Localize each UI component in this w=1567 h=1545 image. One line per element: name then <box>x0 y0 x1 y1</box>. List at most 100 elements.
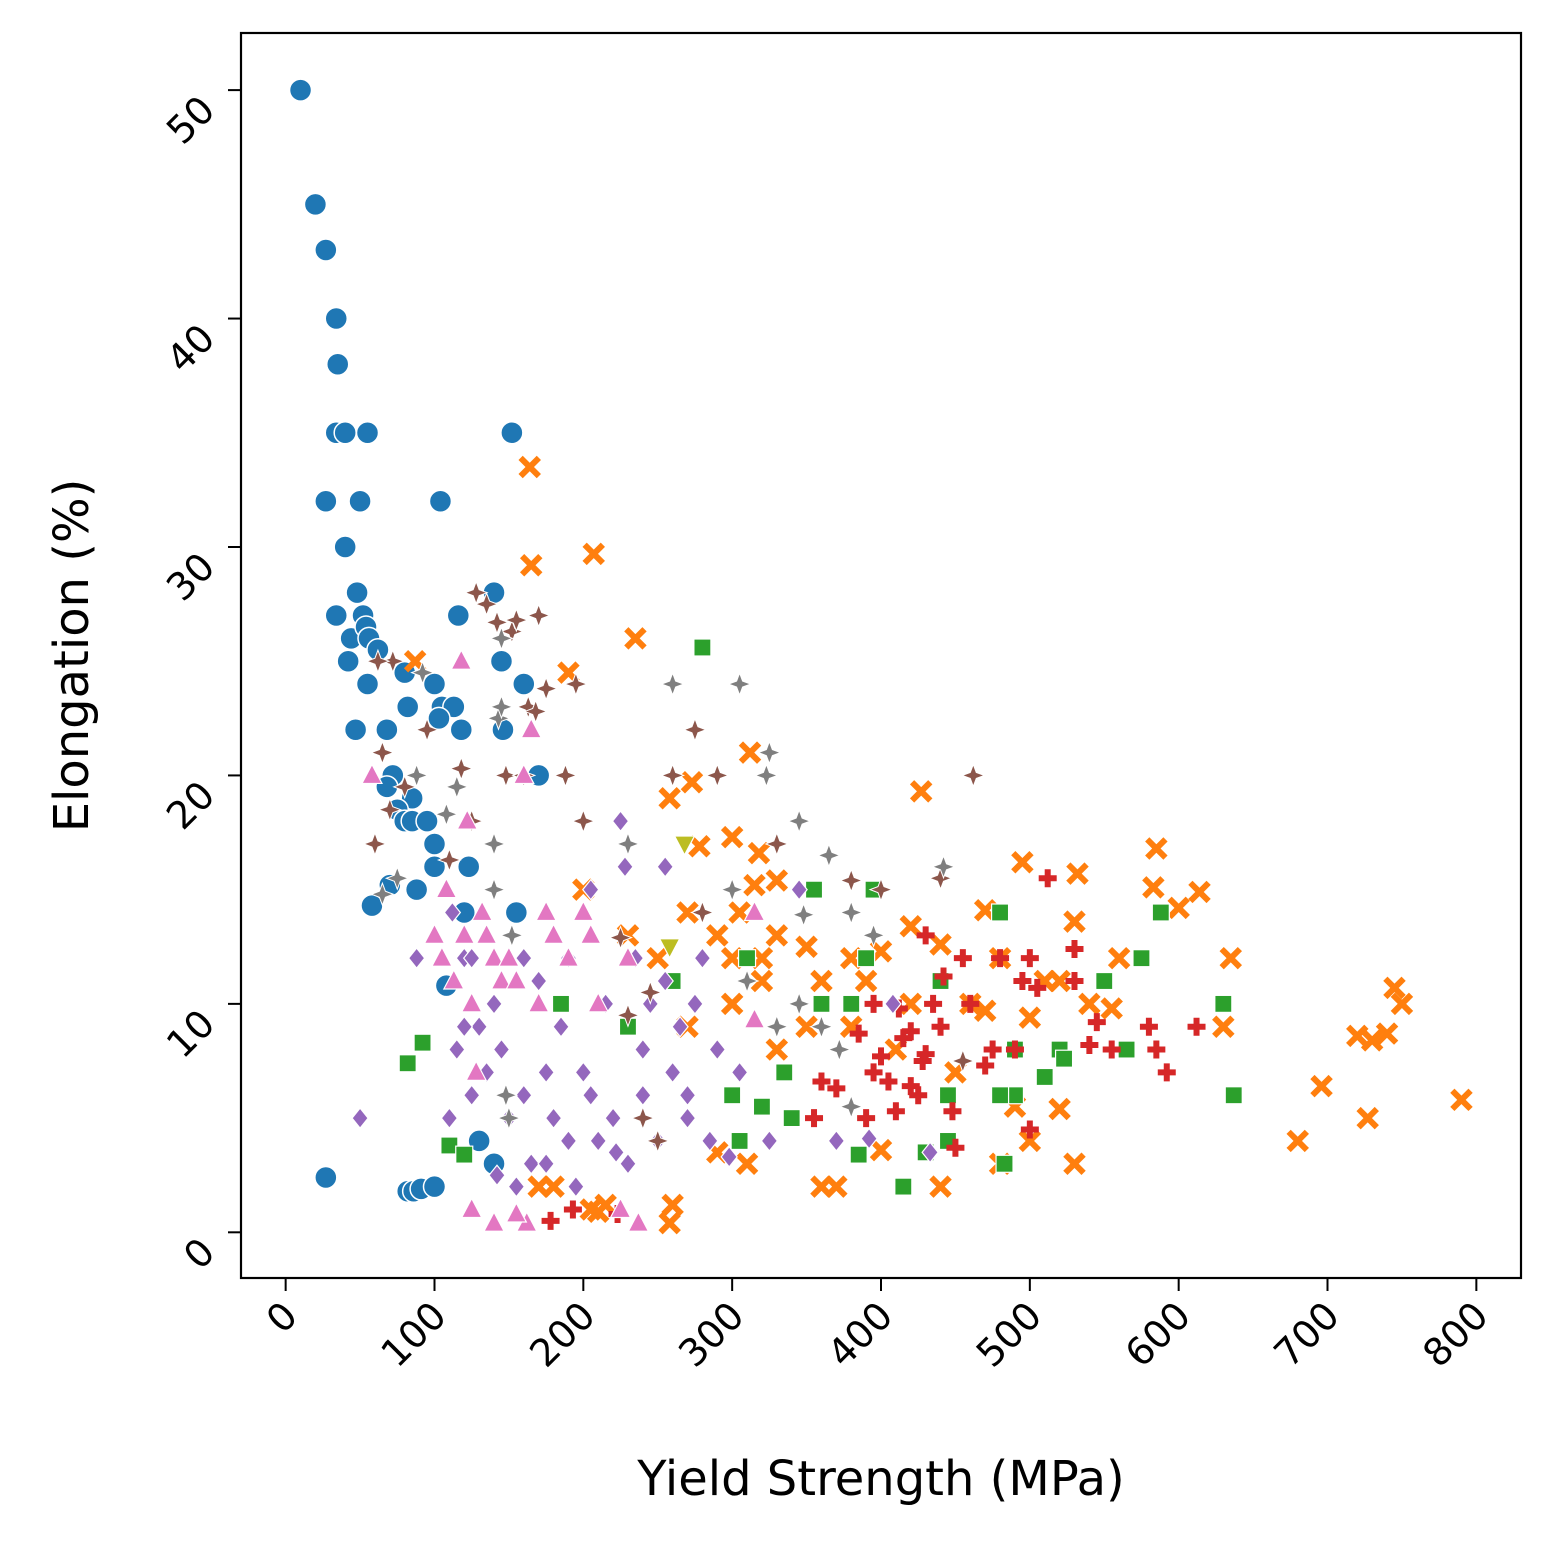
data-point-x <box>542 1175 565 1198</box>
data-point-triangle-up <box>423 923 446 944</box>
data-point-diamond <box>611 810 630 833</box>
data-point-triangle-up <box>520 717 543 739</box>
data-point-diamond <box>634 1038 652 1061</box>
data-point-star4 <box>660 763 686 788</box>
data-point-x <box>825 1175 848 1198</box>
data-point-star4 <box>753 763 779 788</box>
data-point-square <box>1054 1049 1074 1068</box>
data-point-triangle-up <box>557 945 580 967</box>
data-point-triangle-up <box>579 923 602 944</box>
data-point-plus <box>849 1024 868 1043</box>
data-point-circle <box>415 809 439 833</box>
data-point-x <box>1167 896 1190 920</box>
data-point-x <box>557 661 580 684</box>
data-point-triangle-up <box>483 945 506 967</box>
data-point-triangle-up <box>435 877 458 899</box>
data-point-plus <box>1157 1063 1176 1082</box>
data-point-x <box>519 554 543 577</box>
data-point-x <box>1360 1029 1384 1052</box>
data-point-diamond <box>656 855 674 878</box>
data-point-star4 <box>809 1014 834 1040</box>
data-point-x <box>661 1193 684 1217</box>
data-point-x <box>735 1152 759 1176</box>
data-point-star4 <box>410 660 436 686</box>
data-point-star4 <box>481 877 507 903</box>
data-point-triangle-up <box>609 1197 632 1219</box>
data-point-star4 <box>384 865 410 891</box>
data-point-x <box>738 741 762 764</box>
data-point-diamond <box>616 855 634 878</box>
data-point-square <box>990 1086 1010 1105</box>
data-point-x <box>518 455 541 479</box>
data-point-diamond <box>448 1038 466 1061</box>
data-point-x <box>929 933 952 956</box>
data-point-x <box>869 940 893 963</box>
data-point-circle <box>333 421 357 445</box>
data-point-circle <box>512 672 536 696</box>
data-point-x <box>750 969 774 993</box>
data-point-diamond <box>656 970 674 992</box>
data-point-triangle-up <box>475 923 498 944</box>
data-point-star4 <box>615 831 641 857</box>
data-point-circle <box>333 535 357 559</box>
data-point-star4 <box>380 648 406 674</box>
data-point-circle <box>314 238 338 262</box>
data-point-triangle-up <box>497 945 520 967</box>
data-point-star4 <box>826 1037 852 1062</box>
data-point-x <box>586 1200 610 1223</box>
x-tick-label: 300 <box>670 1293 752 1375</box>
data-point-square <box>894 1177 913 1196</box>
data-point-circle <box>449 717 474 742</box>
data-point-star4 <box>444 774 470 800</box>
data-point-diamond <box>686 992 704 1015</box>
data-point-diamond <box>581 878 600 901</box>
data-point-x <box>720 946 744 970</box>
data-point-diamond <box>884 992 902 1015</box>
data-point-star4 <box>369 881 395 907</box>
data-point-square <box>737 949 757 968</box>
data-point-star4 <box>570 808 596 834</box>
data-point-x <box>1011 850 1034 874</box>
data-point-star4 <box>499 922 525 948</box>
data-point-star4 <box>369 740 395 766</box>
data-point-diamond <box>462 947 481 970</box>
data-point-x <box>810 969 833 993</box>
data-point-square <box>804 880 824 899</box>
y-axis-ticks: 0 10 20 30 40 50 <box>158 87 241 1278</box>
data-point-triangle-up <box>483 1210 506 1232</box>
data-point-diamond <box>507 1175 526 1198</box>
data-point-star4 <box>734 968 760 994</box>
y-tick-label: 0 <box>175 1230 223 1278</box>
data-point-plus <box>1080 1035 1099 1054</box>
data-point-plus <box>805 1109 824 1128</box>
data-point-circle <box>348 489 372 514</box>
data-point-diamond <box>522 1152 541 1175</box>
data-point-plus <box>541 1211 560 1230</box>
series-5-markers <box>362 580 986 1154</box>
data-point-triangle-up <box>616 945 639 967</box>
data-point-star4 <box>414 717 440 743</box>
data-point-x <box>624 627 647 650</box>
data-point-triangle-up <box>460 1197 483 1219</box>
data-point-circle <box>324 603 349 628</box>
data-point-plus <box>879 1072 898 1091</box>
data-point-plus <box>1065 940 1084 959</box>
data-point-x <box>810 1175 833 1198</box>
data-point-circle <box>504 900 529 925</box>
data-point-circle <box>375 717 399 742</box>
data-point-circle <box>303 192 328 217</box>
data-point-plus <box>953 949 972 968</box>
data-point-triangle-up <box>471 900 494 922</box>
data-point-plus <box>886 1102 905 1121</box>
data-point-plus <box>1139 1017 1158 1036</box>
series-1-markers <box>403 455 1473 1235</box>
x-tick-label: 0 <box>258 1293 306 1341</box>
data-point-x <box>1356 1106 1379 1130</box>
data-point-plus <box>934 967 953 986</box>
data-point-star4 <box>484 609 510 635</box>
data-point-diamond <box>443 901 462 924</box>
data-point-star4 <box>377 797 403 823</box>
data-point-circle <box>395 695 420 719</box>
data-point-square <box>398 1054 417 1073</box>
data-point-circle <box>355 672 380 696</box>
